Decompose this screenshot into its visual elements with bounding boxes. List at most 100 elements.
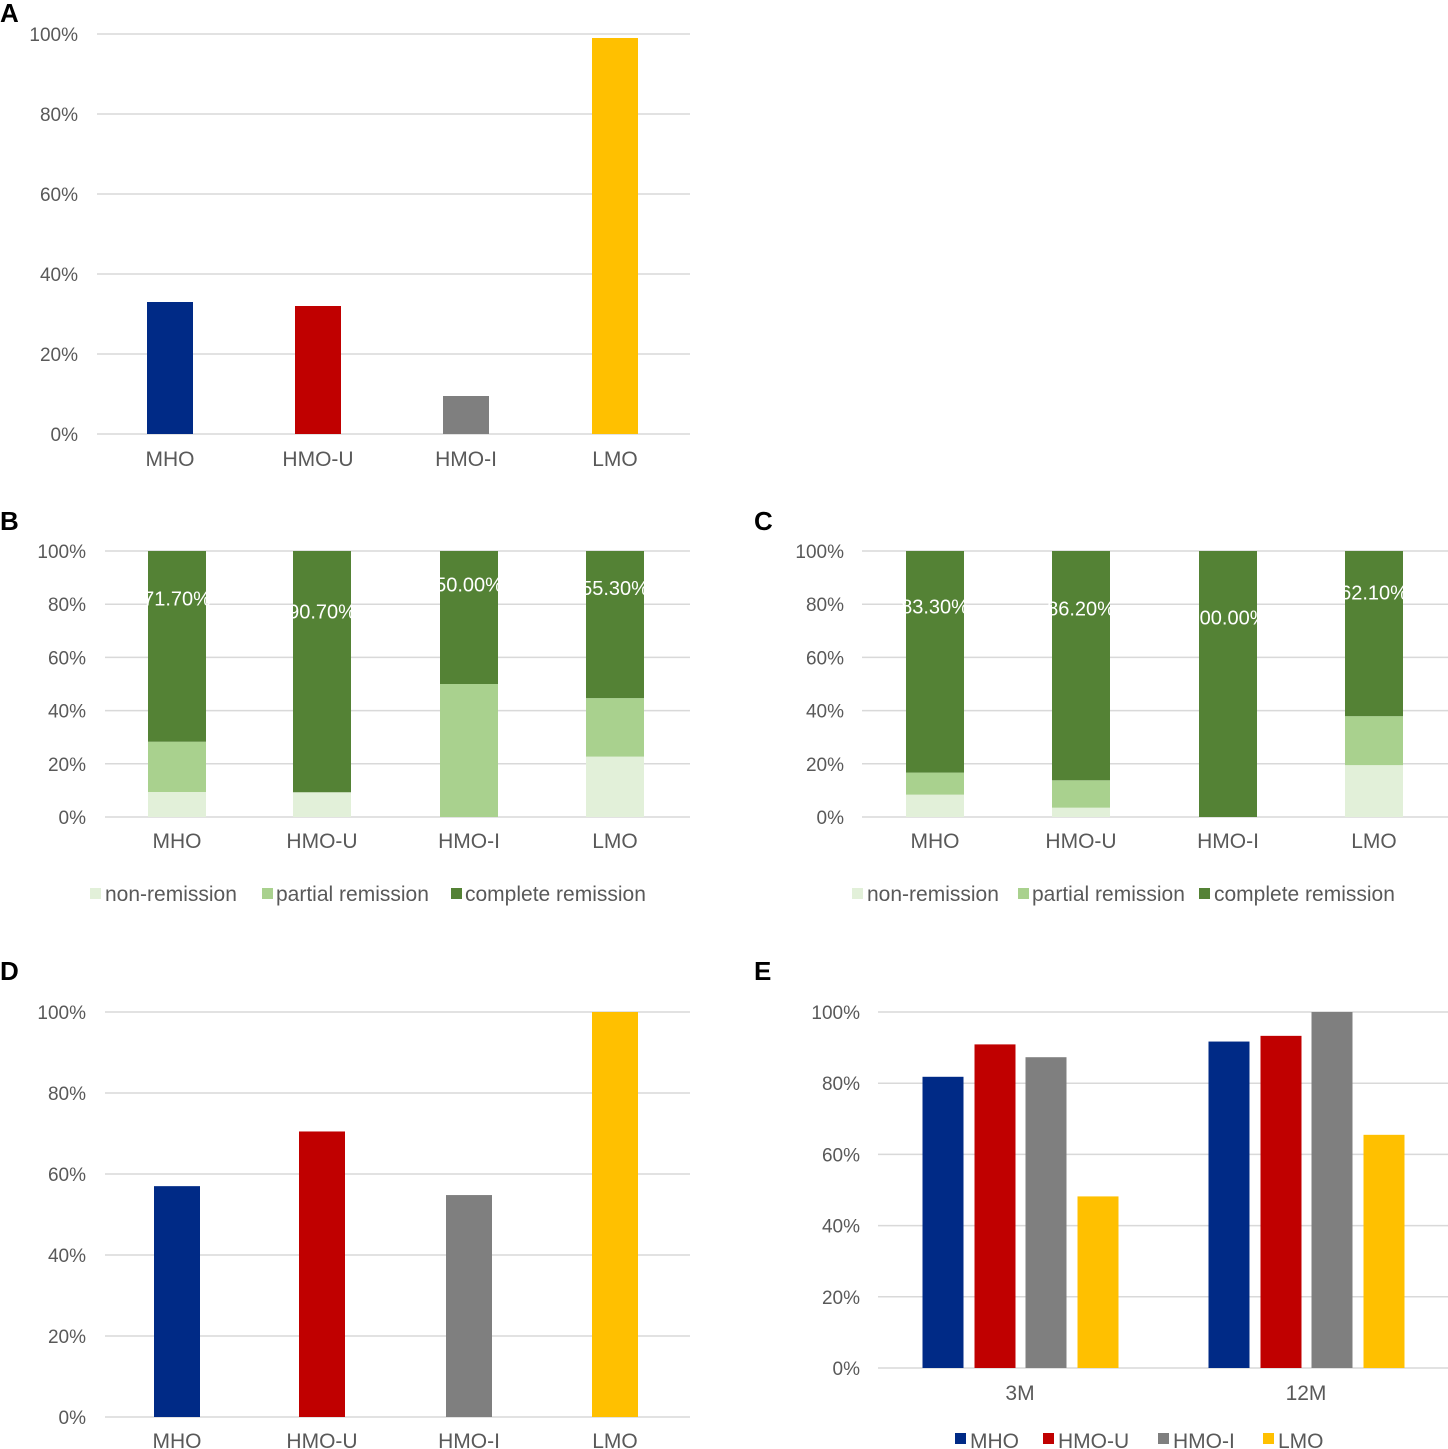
bar-segment-c-lmo-complete-remission [1345, 551, 1403, 717]
y-tick-label-c: 80% [806, 595, 844, 616]
x-tick-label-c: HMO-I [1197, 830, 1259, 853]
x-tick-label-b: MHO [153, 830, 202, 853]
x-tick-label-a: HMO-I [435, 448, 497, 471]
legend-marker-c [1199, 888, 1210, 899]
legend-label-c: complete remission [1214, 883, 1395, 906]
bar-e-3m-mho [922, 1076, 964, 1368]
bar-segment-b-mho-complete-remission [148, 551, 206, 742]
x-tick-label-b: LMO [592, 830, 638, 853]
x-tick-label-d: MHO [153, 1430, 202, 1449]
bar-segment-c-hmo-u-partial-remission [1052, 780, 1110, 808]
bar-segment-c-hmo-u-non-remission [1052, 807, 1110, 817]
legend-label-e: MHO [970, 1430, 1019, 1449]
y-tick-label-c: 0% [817, 808, 845, 829]
y-tick-label-a: 100% [29, 25, 78, 46]
bar-segment-b-mho-non-remission [148, 791, 206, 817]
bar-segment-b-hmo-i-complete-remission [440, 551, 498, 684]
y-tick-label-a: 40% [40, 265, 78, 286]
bar-segment-b-mho-partial-remission [148, 741, 206, 792]
panel-d: D 0% 20% 40% 60% 80% 100% MHO HMO-U HMO-I LMO [0, 956, 690, 1449]
legend-marker-e [955, 1433, 966, 1444]
bar-segment-c-lmo-non-remission [1345, 765, 1403, 817]
y-tick-label-a: 80% [40, 105, 78, 126]
x-tick-label-d: HMO-I [438, 1430, 500, 1449]
panel-letter-e: E [754, 956, 771, 986]
bar-e-12m-hmo-i [1311, 1012, 1353, 1368]
panel-letter-b: B [0, 506, 19, 536]
y-tick-label-e: 100% [811, 1003, 860, 1024]
bar-a-hmo-i [443, 396, 489, 434]
legend-label-e: HMO-U [1058, 1430, 1129, 1449]
data-label-b: 50.00% [435, 574, 503, 596]
y-tick-label-d: 80% [48, 1084, 86, 1105]
legend-label-e: HMO-I [1173, 1430, 1235, 1449]
panel-c: C 0% 20% 40% 60% 80% 100% 83.30% MHO 86.20% HMO-U… [754, 506, 1448, 906]
x-tick-label-c: MHO [911, 830, 960, 853]
bar-segment-c-mho-complete-remission [906, 551, 964, 773]
bar-segment-b-hmo-i-partial-remission [440, 684, 498, 817]
bar-segment-b-lmo-partial-remission [586, 698, 644, 757]
bar-segment-b-hmo-u-non-remission [293, 792, 351, 817]
bar-segment-c-hmo-u-complete-remission [1052, 551, 1110, 781]
panel-letter-a: A [0, 0, 19, 28]
bar-d-hmo-u [299, 1131, 345, 1417]
y-tick-label-e: 40% [822, 1217, 860, 1238]
x-tick-label-c: HMO-U [1045, 830, 1116, 853]
panel-letter-d: D [0, 956, 19, 986]
y-tick-label-d: 20% [48, 1327, 86, 1348]
bar-a-hmo-u [295, 306, 341, 434]
x-tick-label-a: HMO-U [282, 448, 353, 471]
panel-a: A 0% 20% 40% 60% 80% 100% MHO HMO-U HMO-I LMO [0, 0, 690, 471]
data-label-c: 83.30% [901, 596, 969, 618]
bar-segment-b-lmo-complete-remission [586, 551, 644, 699]
y-tick-label-e: 20% [822, 1288, 860, 1309]
panel-b: B 0% 20% 40% 60% 80% 100% 71.70% MHO 90.70% HMO-U… [0, 506, 690, 906]
data-label-c: 62.10% [1340, 582, 1408, 604]
bar-segment-b-hmo-u-complete-remission [293, 551, 351, 793]
y-tick-label-b: 80% [48, 595, 86, 616]
y-tick-label-b: 20% [48, 755, 86, 776]
data-label-b: 71.70% [143, 589, 211, 611]
bar-segment-c-hmo-i-complete-remission [1199, 551, 1257, 817]
panel-e: E 0% 20% 40% 60% 80% 100% 3M 12M MHO HMO-U HMO-I LM… [754, 956, 1448, 1449]
x-tick-label-d: HMO-U [286, 1430, 357, 1449]
y-tick-label-d: 100% [37, 1003, 86, 1024]
y-tick-label-c: 20% [806, 755, 844, 776]
x-tick-label-b: HMO-U [286, 830, 357, 853]
legend-label-c: non-remission [867, 883, 999, 906]
y-tick-label-b: 40% [48, 702, 86, 723]
data-label-c: 86.20% [1047, 598, 1115, 620]
y-tick-label-b: 0% [59, 808, 87, 829]
legend-marker-b [90, 888, 101, 899]
legend-label-b: non-remission [105, 883, 237, 906]
legend-marker-b [451, 888, 462, 899]
legend-label-e: LMO [1278, 1430, 1324, 1449]
y-tick-label-e: 80% [822, 1074, 860, 1095]
bar-e-3m-hmo-u [974, 1044, 1016, 1368]
bar-d-hmo-i [446, 1195, 492, 1417]
legend-marker-c [852, 888, 863, 899]
data-label-b: 90.70% [288, 601, 356, 623]
bar-e-3m-lmo [1077, 1196, 1119, 1368]
bar-segment-c-mho-partial-remission [906, 772, 964, 795]
data-label-b: 55.30% [581, 578, 649, 600]
bar-e-12m-hmo-u [1260, 1035, 1302, 1368]
x-tick-label-c: LMO [1351, 830, 1397, 853]
y-tick-label-a: 0% [51, 425, 79, 446]
data-label-c: 100.00% [1189, 608, 1268, 630]
legend-label-b: complete remission [465, 883, 646, 906]
legend-marker-e [1263, 1433, 1274, 1444]
y-tick-label-d: 0% [59, 1408, 87, 1429]
bar-e-3m-hmo-i [1025, 1057, 1067, 1368]
y-tick-label-a: 60% [40, 185, 78, 206]
legend-label-b: partial remission [276, 883, 429, 906]
y-tick-label-e: 60% [822, 1145, 860, 1166]
y-tick-label-c: 40% [806, 702, 844, 723]
x-tick-label-b: HMO-I [438, 830, 500, 853]
y-tick-label-d: 60% [48, 1165, 86, 1186]
bar-e-12m-lmo [1363, 1134, 1405, 1368]
panel-letter-c: C [754, 506, 773, 536]
bar-d-mho [154, 1186, 200, 1417]
y-tick-label-d: 40% [48, 1246, 86, 1267]
